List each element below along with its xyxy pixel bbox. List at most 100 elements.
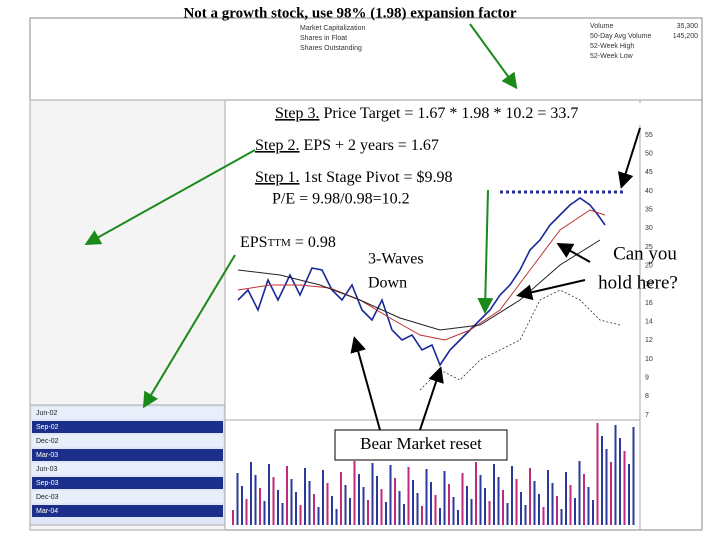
moving-average-200	[237, 239, 601, 331]
volume-bar	[605, 449, 608, 525]
volume-bar	[326, 483, 329, 525]
step-text: 1st Stage Pivot = $9.98	[303, 169, 452, 186]
step1: Step 1. 1st Stage Pivot = $9.98	[255, 169, 452, 186]
volume-bar	[551, 483, 554, 525]
volume-bar	[367, 500, 369, 525]
volume-bar	[272, 477, 275, 525]
volume-bar	[290, 479, 293, 525]
volume-bar	[632, 427, 635, 525]
axis-label: 25	[645, 244, 653, 251]
volume-bar	[344, 485, 347, 525]
volume-bar	[497, 477, 500, 525]
volume-bar	[461, 473, 464, 525]
arrow	[84, 149, 256, 245]
volume-bar	[263, 501, 266, 525]
volume-bar	[403, 504, 405, 525]
volume-bar	[565, 472, 567, 525]
step-label: Step 3.	[275, 105, 319, 122]
waves: 3-Waves	[368, 251, 424, 268]
volume-bar	[430, 482, 432, 525]
quarter-label: Dec-03	[36, 494, 59, 501]
header-value: 35,300	[677, 23, 699, 30]
volume-bar	[569, 485, 572, 525]
arrow	[516, 279, 586, 301]
volume-bar	[371, 463, 374, 525]
volume-bar	[493, 464, 495, 525]
volume-bar	[245, 499, 248, 525]
volume-bar	[479, 475, 482, 525]
volume-bar	[421, 506, 423, 525]
header-label: 50-Day Avg Volume	[590, 33, 651, 40]
volume-bar	[470, 499, 473, 525]
volume-bar	[556, 496, 558, 525]
header-value: 145,200	[673, 33, 698, 40]
eps: EPS	[240, 234, 268, 251]
step-label: Step 1.	[255, 169, 299, 186]
volume-bar	[547, 470, 549, 525]
arrow	[469, 23, 518, 90]
waves: Down	[368, 275, 407, 292]
volume-bar	[623, 451, 626, 525]
volume-bar	[475, 462, 477, 525]
pe: P/E = 9.98/0.98=10.2	[272, 191, 410, 208]
volume-bar	[614, 425, 617, 525]
header-label: Market Capitalization	[300, 25, 365, 32]
quarter-label: Sep-03	[36, 480, 59, 487]
volume-bar	[560, 509, 563, 525]
axis-label: 55	[645, 132, 653, 139]
arrows	[84, 23, 641, 431]
axis-label: 35	[645, 207, 653, 214]
quarter-row	[32, 407, 223, 419]
quarter-label: Mar-04	[36, 508, 58, 515]
volume-bar	[353, 461, 356, 525]
arrow	[142, 254, 236, 409]
quarter-label: Jun-03	[36, 466, 58, 473]
volume-bar	[277, 490, 279, 525]
quarter-label: Mar-03	[36, 452, 58, 459]
price-bars	[237, 197, 606, 367]
quarter-row	[32, 449, 223, 461]
volume-bar	[331, 496, 333, 525]
volume-bar	[254, 475, 257, 525]
volume-bar	[358, 474, 360, 525]
volume-bar	[452, 497, 455, 525]
volume-bar	[425, 469, 428, 525]
volume-bar	[286, 466, 288, 525]
header-label: 52-Week Low	[590, 53, 634, 60]
axis-label: 10	[645, 356, 653, 363]
volume-bar	[515, 479, 518, 525]
step3-bg	[272, 103, 662, 125]
quarter-row	[32, 477, 223, 489]
quarter-row	[32, 491, 223, 503]
axis-label: 45	[645, 169, 653, 176]
header-label: Shares Outstanding	[300, 45, 362, 52]
volume-bar	[398, 491, 401, 525]
volume-bar	[340, 472, 342, 525]
arrow	[556, 243, 591, 263]
step-text: Price Target = 1.67 * 1.98 * 10.2 = 33.7	[323, 105, 578, 122]
step3: Step 3. Price Target = 1.67 * 1.98 * 10.…	[275, 105, 578, 122]
step2: Step 2. EPS + 2 years = 1.67	[255, 137, 439, 154]
bear: Bear Market reset	[360, 434, 482, 453]
axis-label: 9	[645, 375, 649, 382]
volume-bar	[416, 493, 419, 525]
volume-bar	[533, 481, 536, 525]
volume-bar	[448, 484, 450, 525]
hold: Can you	[613, 243, 677, 264]
volume-bar	[502, 490, 504, 525]
volume-bar	[362, 487, 365, 525]
volume-bar	[259, 488, 261, 525]
axis-label: 12	[645, 337, 653, 344]
volume-bar	[304, 468, 306, 525]
volume-bar	[520, 492, 522, 525]
volume-bar	[241, 486, 243, 525]
hold: hold here?	[598, 272, 678, 293]
volume-bar	[268, 464, 270, 525]
volume-bar	[488, 501, 491, 525]
volume-bar	[250, 462, 252, 525]
moving-average-50	[237, 209, 606, 341]
volume-bar	[389, 465, 392, 525]
axis-label: 30	[645, 225, 653, 232]
volume-bar	[380, 489, 383, 525]
